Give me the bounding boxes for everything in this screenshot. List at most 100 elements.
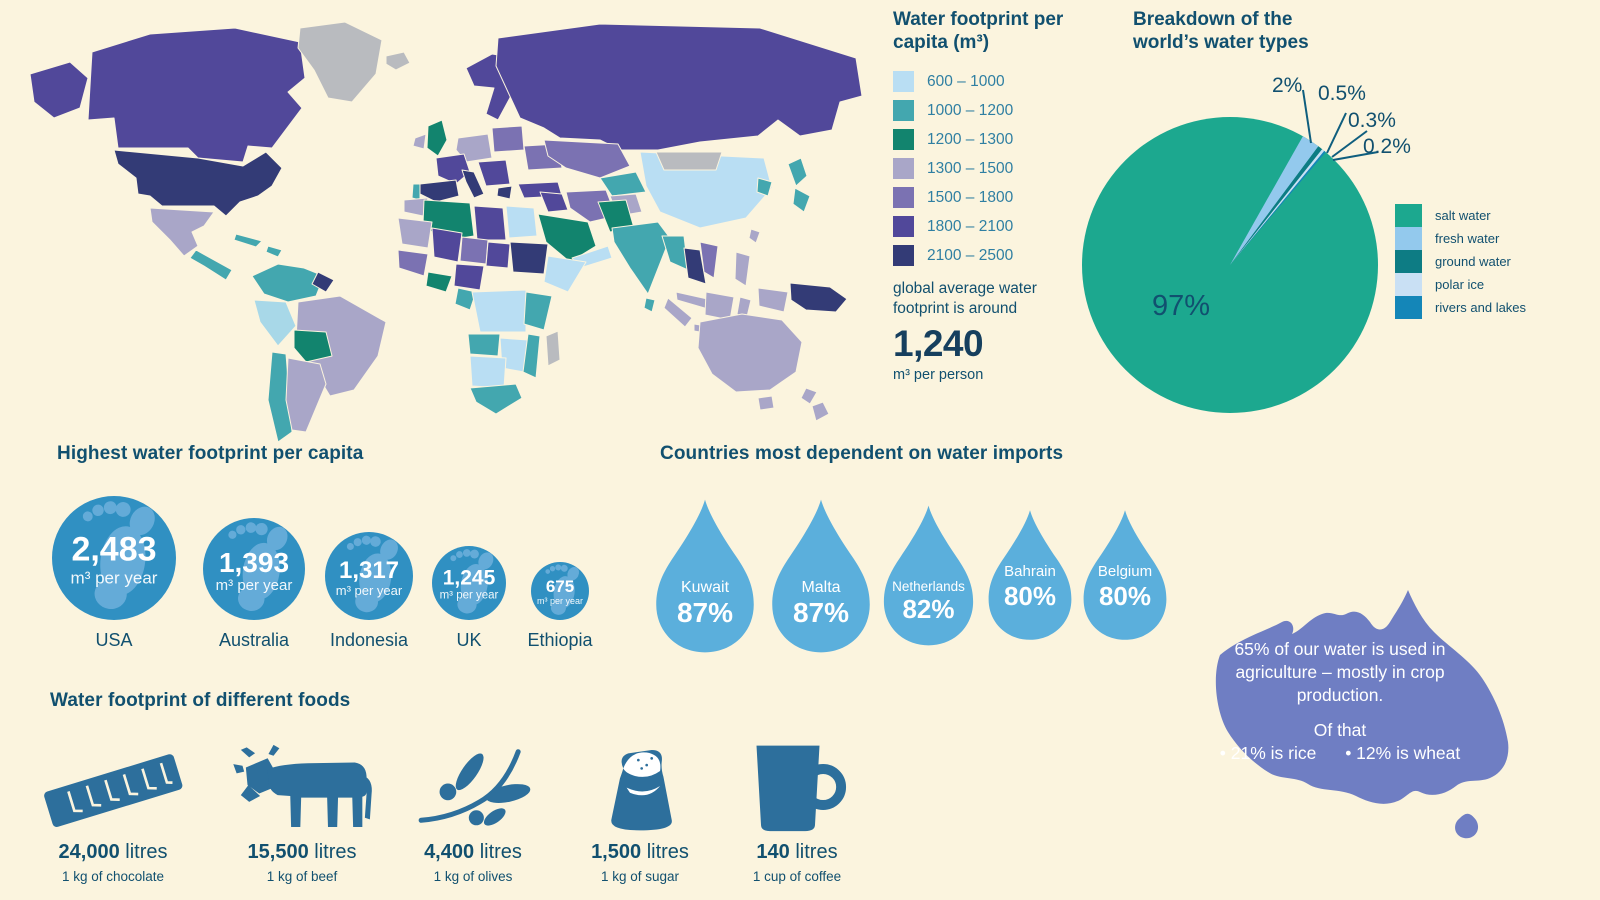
country-philippines: [734, 251, 751, 287]
country-mozambique: [522, 333, 541, 379]
country-alaska: [29, 61, 89, 119]
country-mexico: [149, 207, 215, 257]
water-drop-icon: [883, 505, 974, 646]
pie-legend-row: polar ice: [1395, 273, 1526, 296]
country-mali: [431, 227, 463, 263]
legend-row: 1800 – 2100: [893, 216, 1068, 238]
global-average-value: 1,240: [893, 323, 984, 365]
drop-percent: 82%: [902, 594, 955, 625]
australia-callout-shape: [1215, 590, 1509, 839]
pie-legend-row: salt water: [1395, 204, 1526, 227]
footprint-circle-ethiopia: 675 m³ per year: [531, 562, 589, 620]
footprint-icon: [52, 496, 176, 620]
legend-swatch: [893, 245, 914, 267]
footprint-icon: [203, 518, 305, 620]
pie-legend: salt water fresh water ground water pola…: [1395, 204, 1526, 319]
pie-label-ground-water: 0.5%: [1318, 82, 1366, 105]
region-ivory-ghana: [425, 271, 453, 293]
footprint-value: 675: [545, 577, 575, 597]
footprint-circle-uk: 1,245 m³ per year: [432, 546, 506, 620]
region-iraq-syria: [539, 191, 569, 213]
food-item-olives: 4,400 litres 1 kg of olives: [388, 740, 558, 884]
food-desc: 1 kg of olives: [433, 869, 513, 884]
cow-icon: [233, 744, 372, 827]
country-japan-south: [792, 187, 811, 213]
legend-swatch: [893, 216, 914, 238]
imports-section-heading: Countries most dependent on water import…: [660, 443, 1064, 464]
food-amount: 1,500: [591, 841, 642, 863]
country-argentina: [285, 357, 327, 433]
island-borneo: [704, 291, 735, 321]
country-angola: [467, 333, 501, 357]
footprint-value: 1,317: [338, 556, 400, 584]
legend-row: 1000 – 1200: [893, 100, 1068, 122]
footprint-value: 1,393: [218, 546, 290, 578]
region-indochina: [699, 241, 719, 279]
footprint-unit: m³ per year: [70, 568, 158, 588]
legend-swatch: [893, 187, 914, 209]
food-item-coffee: 140 litres 1 cup of coffee: [712, 740, 882, 884]
footprint-country-ethiopia: Ethiopia: [527, 630, 593, 650]
food-unit: litres: [314, 841, 357, 863]
country-south-africa: [469, 383, 523, 415]
australia-callout-line: 65% of our water is used in agriculture …: [1234, 639, 1446, 705]
footprint-circle-usa: 2,483 m³ per year: [52, 496, 176, 620]
food-amount: 140: [756, 841, 790, 863]
footprint-country-usa: USA: [95, 630, 133, 650]
country-russia: [495, 23, 863, 151]
footprint-icon: [432, 546, 506, 620]
region-balkans: [477, 159, 511, 187]
tasmania-shape: [1455, 813, 1479, 839]
coffee-mug-icon: [756, 745, 847, 832]
region-senegal-guinea: [397, 249, 429, 277]
north-america: [29, 21, 383, 281]
drop-percent: 80%: [1098, 581, 1152, 611]
water-drop-netherlands: Netherlands 82%: [880, 497, 977, 654]
country-niger: [459, 236, 489, 265]
water-drop-icon: [656, 499, 754, 653]
pie-legend-swatch: [1395, 273, 1422, 296]
australia-callout-ofthat: Of that: [1313, 720, 1367, 741]
country-portugal: [411, 183, 421, 201]
drop-percent: 87%: [792, 597, 850, 629]
island-hispaniola: [265, 245, 283, 258]
food-desc: 1 kg of sugar: [600, 869, 680, 884]
region-guyanas: [311, 271, 335, 293]
region-horn-of-africa: [543, 255, 587, 293]
drop-country: Belgium: [1097, 563, 1153, 580]
south-america: [251, 263, 387, 443]
country-kazakhstan: [543, 139, 631, 179]
footprint-value: 1,245: [442, 566, 496, 590]
legend-row: 2100 – 2500: [893, 245, 1068, 267]
country-peru: [253, 299, 297, 347]
legend-swatch: [893, 129, 914, 151]
chocolate-bar-icon: [44, 754, 183, 827]
foods-section-heading: Water footprint of different foods: [50, 690, 351, 711]
country-japan: [787, 157, 808, 187]
footprint-icon: [531, 562, 589, 620]
country-australia: [697, 313, 803, 393]
island-tasmania: [757, 395, 775, 411]
region-germany-central: [455, 133, 493, 163]
region-poland-baltics: [491, 125, 525, 153]
pie-slice-fresh-water: [1230, 136, 1319, 265]
country-drc: [471, 289, 527, 333]
region-korea: [756, 177, 773, 197]
pie-leader-lines: [1302, 89, 1379, 161]
legend-row: 1300 – 1500: [893, 158, 1068, 180]
pie-slice-ground-water: [1230, 146, 1323, 265]
footprint-circle-indonesia: 1,317 m³ per year: [325, 532, 413, 620]
island-taiwan: [748, 228, 761, 244]
oceania: [697, 313, 830, 422]
pie-legend-swatch: [1395, 296, 1422, 319]
region-cameroon-gabon: [454, 287, 477, 311]
pie-slice-polar-ice: [1230, 149, 1325, 265]
pie-label-rivers-lakes: 0.2%: [1363, 135, 1411, 158]
global-average-note: global average water footprint is around: [893, 280, 1037, 317]
legend-row: 1500 – 1800: [893, 187, 1068, 209]
country-mongolia: [655, 151, 723, 171]
footprint-country-australia: Australia: [218, 630, 290, 650]
sugar-sack-icon: [611, 750, 672, 831]
country-canada: [87, 27, 306, 163]
region-namibia-botswana: [469, 355, 507, 389]
